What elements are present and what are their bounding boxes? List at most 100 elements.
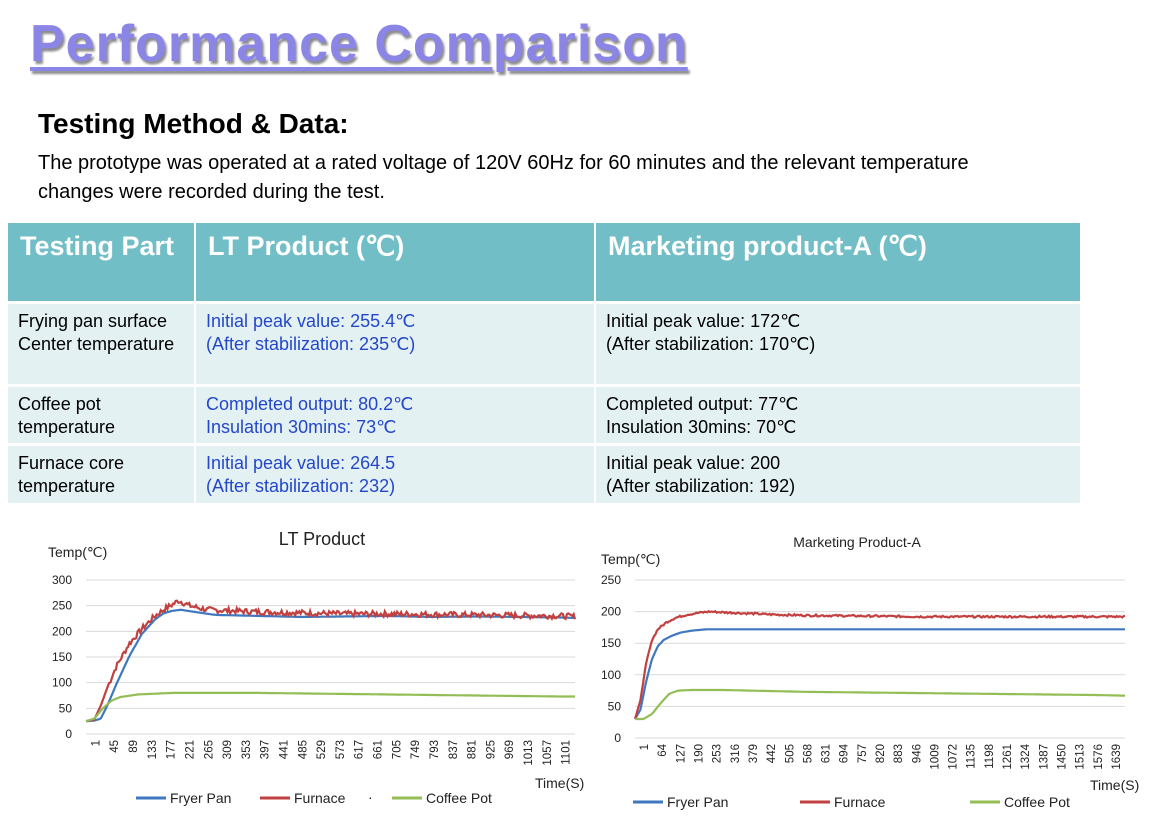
x-tick-label: 1009 [929,744,941,770]
y-tick-label: 100 [52,676,72,690]
lt-value-line: Initial peak value: 264.5 [206,452,396,473]
lt-value-cell: Initial peak value: 255.4℃ (After stabili… [195,300,596,385]
x-tick-label: 661 [373,740,385,759]
lt-value-cell: Completed output: 80.2℃ Insulation 30mins… [195,383,596,444]
row-part-label: Coffee pot temperature [8,383,196,444]
y-tick-label: 150 [601,636,621,650]
x-tick-label: 442 [766,744,778,763]
y-tick-label: 300 [52,573,72,587]
y-tick-label: 200 [601,605,621,619]
x-tick-label: 221 [184,740,196,759]
chart-title: LT Product [279,529,365,549]
y-tick-label: 150 [52,650,72,664]
mkt-value-cell: Initial peak value: 200 (After stabilizat… [595,442,1082,503]
mkt-value-line: Initial peak value: 200 [606,452,781,473]
y-tick-label: 50 [59,701,73,715]
marketing-product-chart: Marketing Product-A Temp(℃) 0 50 100 150 200 25… [601,534,1139,810]
legend-label: Furnace [294,790,346,806]
y-tick-label: 100 [601,668,621,682]
x-tick-label: 127 [675,744,687,763]
y-axis-label: Temp(℃) [601,551,660,567]
x-tick-label: 1 [90,740,102,746]
series-line-fryer-pan [85,608,576,723]
x-tick-label: 568 [802,744,814,763]
legend-label: Fryer Pan [170,790,231,806]
x-tick-label: 1 [639,744,651,750]
series-line-coffee-pot [635,688,1126,721]
series-line-fryer-pan [634,628,1125,720]
y-tick-label: 250 [601,573,621,587]
x-tick-label: 353 [241,740,253,759]
y-tick-label: 0 [65,727,72,741]
x-tick-label: 925 [485,740,497,759]
x-tick-label: 631 [821,744,833,763]
table-row: Furnace core temperature Initial peak va… [8,442,1082,503]
table-header-row: Testing Part LT Product (℃) Marketing pr… [8,223,1082,302]
x-axis-label: Time(S) [535,775,584,791]
x-tick-label: 1513 [1075,744,1087,770]
mkt-value-line: (After stabilization: 192) [606,475,796,496]
x-tick-label: 883 [893,744,905,763]
x-tick-label: 694 [839,743,851,763]
series-line-furnace [85,599,577,723]
lt-value-line: Insulation 30mins: 73℃ [206,416,397,437]
x-tick-label: 946 [911,744,923,763]
test-description: The prototype was operated at a rated vo… [38,152,969,203]
lt-value-line: (After stabilization: 235℃) [206,333,416,354]
legend-dot: · [368,789,373,805]
x-tick-label: 505 [784,744,796,763]
lt-value-line: Initial peak value: 255.4℃ [206,310,416,331]
x-tick-label: 1576 [1093,744,1105,770]
x-tick-label: 1639 [1111,744,1123,770]
legend-label: Fryer Pan [667,794,728,810]
x-tick-label: 969 [504,740,516,759]
x-tick-label: 441 [278,740,290,759]
x-axis-label: Time(S) [1090,777,1139,793]
mkt-value-line: (After stabilization: 170℃) [606,333,816,354]
x-tick-label: 1450 [1056,744,1068,770]
y-tick-label: 50 [608,699,622,713]
header-marketing-product: Marketing product-A (℃) [595,223,1082,302]
x-tick-label: 837 [448,740,460,759]
mkt-value-line: Insulation 30mins: 70℃ [606,416,797,437]
legend-label: Coffee Pot [426,790,492,806]
x-tick-label: 1387 [1038,744,1050,770]
section-heading: Testing Method & Data: [38,108,349,139]
x-tick-label: 1013 [523,740,535,766]
x-tick-label: 573 [335,740,347,759]
mkt-value-cell: Completed output: 77℃ Insulation 30mins: … [595,383,1082,444]
x-tick-label: 89 [128,740,140,753]
x-tick-label: 820 [875,744,887,763]
x-tick-label: 265 [203,740,215,759]
x-tick-label: 881 [467,740,479,759]
chart-title: Marketing Product-A [793,534,921,550]
x-tick-label: 485 [297,740,309,759]
lt-value-cell: Initial peak value: 264.5 (After stabiliz… [195,442,596,503]
x-tick-label: 379 [748,744,760,763]
x-tick-label: 1261 [1002,744,1014,770]
x-tick-label: 1135 [966,744,978,769]
x-tick-label: 705 [391,740,403,759]
page-title: Performance Comparison [30,15,688,73]
lt-product-chart: LT Product Temp(℃) 0 50 100 150 200 250 300 1 45 89… [48,529,584,806]
row-part-label: Frying pan surface Center temperature [8,300,196,385]
legend-label: Coffee Pot [1004,794,1070,810]
header-testing-part: Testing Part [8,223,196,302]
y-tick-label: 200 [52,624,72,638]
x-tick-label: 316 [730,744,742,763]
x-tick-label: 45 [109,740,121,753]
series-line-furnace [633,609,1126,720]
x-tick-label: 793 [429,740,441,759]
x-tick-label: 177 [166,740,178,759]
mkt-value-line: Initial peak value: 172℃ [606,310,801,331]
y-tick-label: 250 [52,599,72,613]
table-row: Coffee pot temperature Completed output:… [8,383,1082,444]
x-tick-label: 1324 [1020,743,1032,769]
x-tick-label: 253 [712,744,724,763]
x-tick-label: 190 [694,744,706,763]
y-axis-label: Temp(℃) [48,544,107,560]
x-tick-label: 309 [222,740,234,759]
table-row: Frying pan surface Center temperature In… [8,300,1082,385]
row-part-label: Furnace core temperature [8,442,196,503]
mkt-value-cell: Initial peak value: 172℃ (After stabiliza… [595,300,1082,385]
